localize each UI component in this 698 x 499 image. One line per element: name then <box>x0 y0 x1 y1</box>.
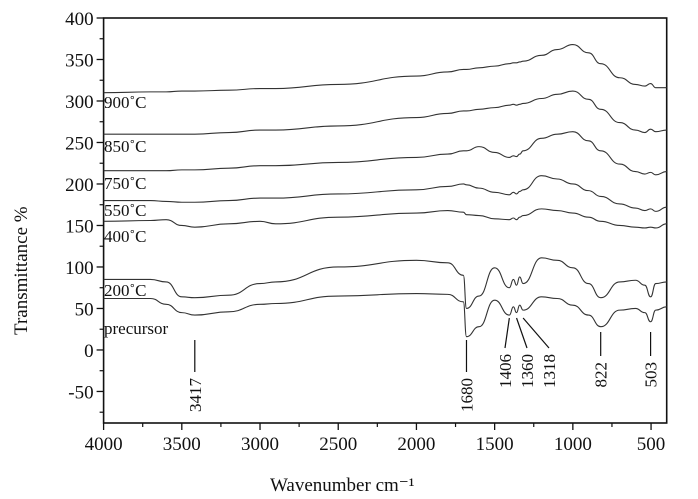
y-tick-label: 250 <box>65 133 94 154</box>
x-tick-label: 500 <box>637 434 666 455</box>
annotation-line <box>522 317 550 349</box>
annotation-label: 3417 <box>186 378 205 413</box>
series-line-900C <box>103 44 667 94</box>
series-label-850: 850˚C <box>104 137 147 156</box>
y-tick-label: 400 <box>65 9 94 30</box>
series-line-750C <box>103 131 667 176</box>
x-tick-label: 1000 <box>554 434 592 455</box>
series-line-850C <box>103 90 667 135</box>
series-line-precursor <box>103 292 667 338</box>
x-tick-label: 1500 <box>476 434 514 455</box>
series-label-750: 750˚C <box>104 174 147 193</box>
y-tick-label: 200 <box>65 175 94 196</box>
series-label-precursor: precursor <box>104 319 169 338</box>
x-axis-label: Wavenumber cm⁻¹ <box>270 475 415 496</box>
y-tick-label: 150 <box>65 216 94 237</box>
series-line-550C <box>103 175 667 212</box>
y-tick-label: 300 <box>65 92 94 113</box>
series-label-400: 400˚C <box>104 227 147 246</box>
series-line-200C <box>103 257 667 310</box>
series-label-200: 200˚C <box>104 281 147 300</box>
y-axis-label: Transmittance % <box>11 206 32 335</box>
annotation-label: 1406 <box>496 354 515 388</box>
annotation-label: 1318 <box>540 354 559 388</box>
x-tick-label: 2500 <box>319 434 357 455</box>
y-tick-label: -50 <box>68 382 93 403</box>
plot-frame <box>102 17 668 424</box>
x-tick-label: 3500 <box>163 434 201 455</box>
x-tick-label: 2000 <box>397 434 435 455</box>
series-line-400C <box>103 208 667 229</box>
annotation-label: 1360 <box>518 354 537 388</box>
series-label-900: 900˚C <box>104 93 147 112</box>
y-tick-label: 350 <box>65 50 94 71</box>
annotation-label: 503 <box>642 362 661 388</box>
x-tick-label: 3000 <box>241 434 279 455</box>
annotation-label: 822 <box>592 362 611 388</box>
annotation-label: 1680 <box>457 378 476 412</box>
y-tick-label: 100 <box>65 258 94 279</box>
y-tick-label: 50 <box>75 299 94 320</box>
series-label-550: 550˚C <box>104 201 147 220</box>
y-tick-label: 0 <box>84 341 94 362</box>
annotation-line <box>504 317 510 349</box>
x-tick-label: 4000 <box>85 434 123 455</box>
annotation-line <box>515 317 528 349</box>
